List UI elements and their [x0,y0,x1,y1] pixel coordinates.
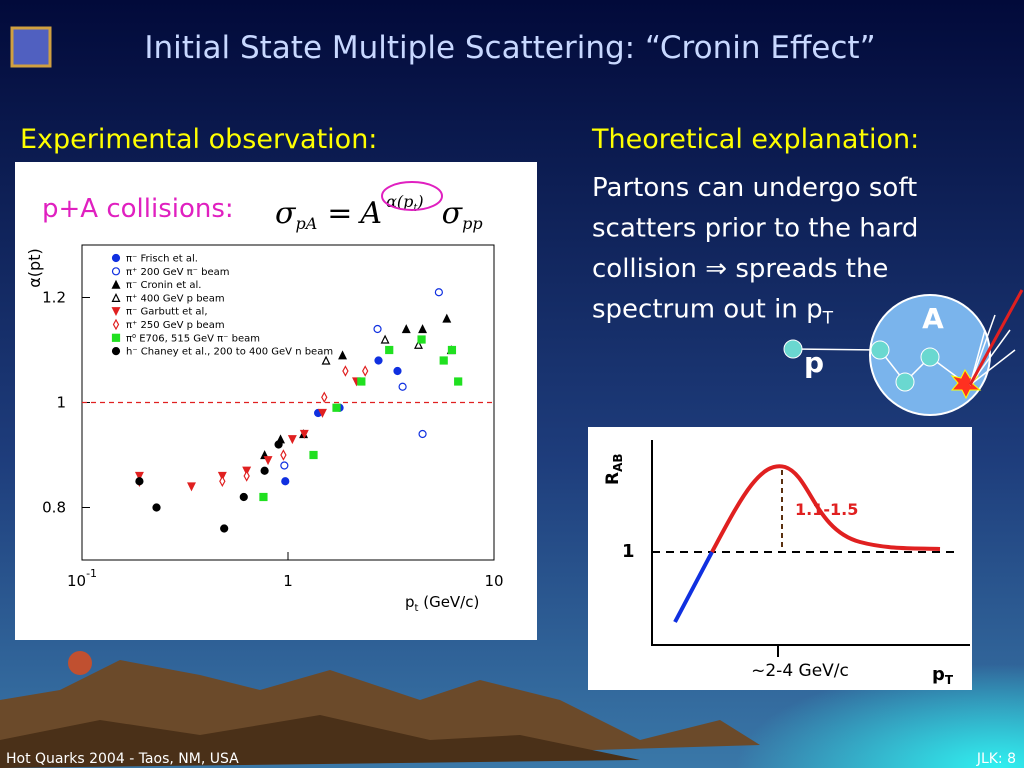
point [287,435,297,445]
point [280,449,287,461]
point [263,456,273,466]
legend-label: π⁺ 200 GeV π⁻ beam [126,267,230,278]
point [152,503,161,512]
scatter-plot: 0.8 1 1.2 10-1 1 10 α(pt) pt (GeV/c) π⁻ Frisch e… [25,244,504,614]
partons [783,339,940,392]
right-heading: Theoretical explanation: [591,124,919,155]
schematic [651,440,970,657]
point [357,377,366,386]
point [260,466,269,475]
point [187,482,196,492]
y-tick-label: 1.2 [42,289,66,307]
legend-marker [111,267,121,276]
point [418,429,427,439]
point [442,313,452,323]
legend-marker [111,307,121,317]
point [439,356,448,365]
point [373,324,382,334]
title: Initial State Multiple Scattering: “Cron… [144,30,875,66]
explanation-line: scatters prior to the hard [592,214,918,244]
point [434,288,443,297]
x-tick-label: 10-1 [67,567,97,590]
x-axis-label: pt (GeV/c) [405,593,479,614]
point [332,403,341,412]
point [362,365,369,377]
point [321,355,331,365]
point [239,492,248,502]
legend-label: π⁺ 250 GeV p beam [126,320,225,331]
mascot [68,651,92,675]
formula-label: p+A collisions: [42,194,234,224]
point [243,470,250,482]
point [281,477,290,486]
point [135,477,144,486]
y-axis-label: α(pt) [25,248,44,287]
point [401,324,411,334]
schematic-xtick: ~2-4 GeV/c [751,661,849,681]
point [414,339,423,349]
point [309,450,318,460]
explanation: Partons can undergo soft scatters prior t… [592,173,918,329]
legend-label: π⁰ E706, 515 GeV π⁻ beam [126,333,260,344]
point [220,524,229,533]
explanation-line: Partons can undergo soft [592,173,917,203]
point [321,391,328,403]
point [393,366,402,376]
legend-marker [111,279,121,289]
point [274,440,283,449]
point [299,429,309,439]
legend-label: π⁻ Frisch et al. [126,254,198,265]
point [418,324,428,334]
explanation-line: collision ⇒ spreads the [592,254,888,284]
x-tick-label: 1 [283,572,293,590]
point [317,408,327,418]
exponent-circle [381,181,443,211]
legend-label: π⁻ Garbutt et al, [126,307,208,318]
legend-marker [111,293,121,302]
legend-label: h⁻ Chaney et al., 200 to 400 GeV n beam [126,347,333,358]
legend-marker [112,318,120,331]
x-tick-label: 10 [484,572,503,590]
point [380,334,390,344]
left-heading: Experimental observation: [20,124,377,155]
legend-label: π⁺ 400 GeV p beam [126,293,225,304]
footer-left: Hot Quarks 2004 - Taos, NM, USA [6,751,239,767]
footer-right: JLK: 8 [976,751,1016,767]
point [338,350,348,360]
schematic-one: 1 [622,541,635,562]
point [374,356,383,365]
hard-jet [968,289,1024,386]
point [417,335,426,344]
point [454,377,463,386]
point [398,382,407,391]
annotation: 1.1-1.5 [795,500,858,519]
mountains-front [0,715,640,768]
legend-marker [111,253,121,263]
legend-marker [111,333,121,342]
explanation-line: spectrum out in pT [592,295,834,329]
point [447,345,457,355]
projectile-label: p [804,346,824,379]
point [259,492,268,502]
nucleus-label: A [922,302,944,335]
y-tick-label: 0.8 [42,499,66,517]
schematic-ylabel: RAB [603,453,625,485]
legend-marker [111,347,121,356]
hard-collision [950,368,982,400]
point [280,461,289,470]
point [385,345,394,355]
point [342,365,349,377]
y-tick-label: 1 [56,394,66,412]
logo [10,26,52,68]
legend-label: π⁻ Cronin et al. [126,280,201,291]
point [219,475,226,487]
schematic-xlabel: pT [932,664,954,687]
